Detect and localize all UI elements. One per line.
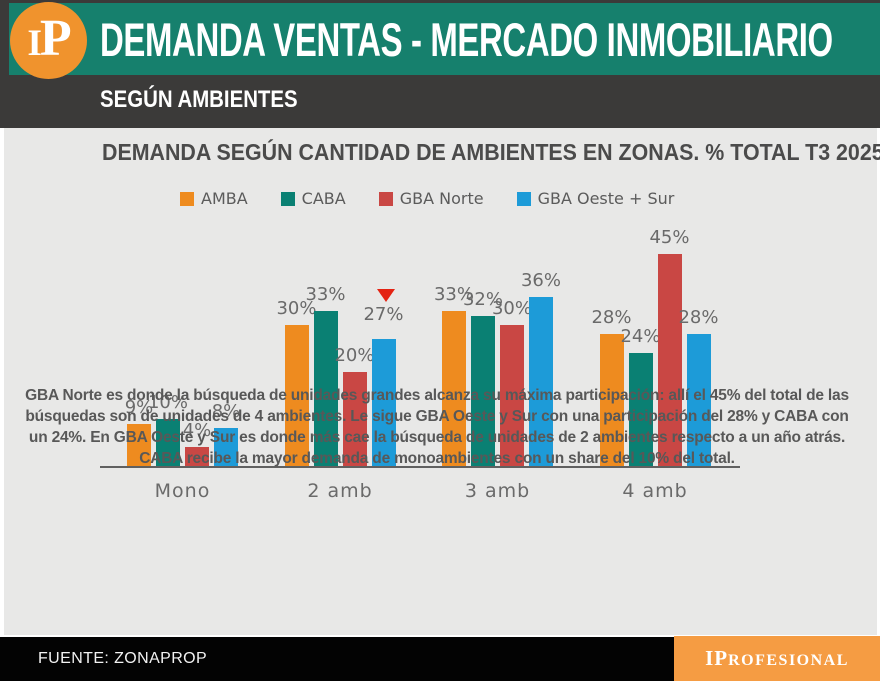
legend-swatch-icon [378,191,393,206]
bar-gba-oeste-sur-3-amb [529,297,553,466]
legend-item: AMBA [180,189,248,208]
brand-plate: IPROFESIONAL [674,636,880,681]
category-label-4-amb: 4 amb [622,480,688,502]
bar-gba-oeste-sur-mono [214,428,238,466]
header-teal-band [9,3,880,75]
bar-caba-mono [156,419,180,466]
bar-caba-4-amb [628,353,653,466]
bar-gba-norte-3-amb [500,325,524,466]
legend-swatch-icon [280,191,295,206]
bar-value-label: 20% [334,345,375,366]
category-label-3-amb: 3 amb [464,480,531,502]
legend: AMBA CABA GBA Norte GBA Oeste + Sur [180,189,674,208]
bar-amba-3-amb [442,311,466,466]
legend-item: GBA Oeste + Sur [516,189,675,208]
plot-area: 9% 10% 4% 8% Mono 30% 33% 20% 27% 2 amb 33% 32% 30% 3… [4,128,877,635]
page-title: DEMANDA VENTAS - MERCADO INMOBILIARIO [100,12,833,66]
bar-caba-2-amb [313,311,338,466]
ip-logo: IP [10,2,87,79]
bar-value-label: 10% [147,392,188,413]
bar-value-label: 32% [462,289,503,310]
bar-value-label: 27% [363,304,404,325]
bar-value-label: 33% [305,284,346,305]
bar-amba-2-amb [284,325,309,466]
bar-gba-norte-2-amb [342,372,367,466]
bar-gba-oeste-sur-4-amb [686,334,711,466]
decline-triangle-icon [376,289,395,302]
legend-label: GBA Norte [399,189,484,208]
bar-value-label: 30% [491,298,532,319]
ip-logo-icon: IP [27,9,71,67]
category-label-mono: Mono [154,480,211,502]
bar-gba-norte-4-amb [657,254,682,466]
legend-swatch-icon [180,191,194,206]
bar-amba-mono [127,424,151,466]
bar-gba-oeste-sur-2-amb [371,339,396,466]
bar-value-label: 36% [520,270,561,291]
category-label-2-amb: 2 amb [307,480,373,502]
bar-value-label: 30% [276,298,317,319]
legend-item: GBA Norte [378,189,484,208]
bar-value-label: 9% [124,397,154,418]
bar-value-label: 28% [678,307,719,328]
bar-value-label: 33% [433,284,474,305]
brand-logo: IPROFESIONAL [705,648,849,669]
legend-swatch-icon [516,191,531,206]
chart-area: DEMANDA SEGÚN CANTIDAD DE AMBIENTES EN Z… [4,128,880,635]
bar-value-label: 28% [591,307,632,328]
legend-label: CABA [301,189,346,208]
bar-value-label: 4% [182,420,212,441]
bar-caba-3-amb [471,316,495,466]
brand-logo-big: IP [705,646,729,670]
legend-item: CABA [280,189,346,208]
header-band: IP DEMANDA VENTAS - MERCADO INMOBILIARIO… [0,0,880,128]
bar-value-label: 8% [211,401,241,422]
note-text: GBA Norte es donde la búsqueda de unidad… [25,387,849,467]
legend-label: GBA Oeste + Sur [537,189,675,208]
bar-amba-4-amb [599,334,624,466]
x-axis-line [100,466,740,468]
bar-value-label: 45% [649,227,690,248]
page-subtitle: SEGÚN AMBIENTES [100,86,298,113]
source-text: FUENTE: ZONAPROP [38,650,208,667]
brand-logo-rest: ROFESIONAL [728,652,849,669]
footer-bar: FUENTE: ZONAPROP IPROFESIONAL [0,636,880,681]
bar-value-label: 24% [620,326,661,347]
legend-label: AMBA [201,189,248,208]
bar-gba-norte-mono [185,447,209,466]
chart-title: DEMANDA SEGÚN CANTIDAD DE AMBIENTES EN Z… [102,139,880,165]
